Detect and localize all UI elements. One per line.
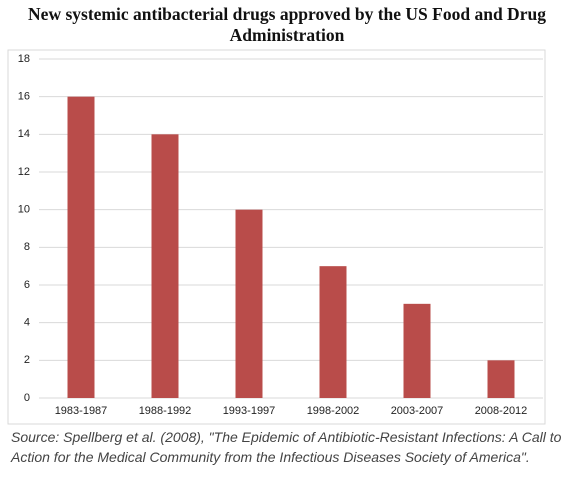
bar xyxy=(487,360,515,398)
x-tick-label: 1988-1992 xyxy=(139,405,192,417)
x-tick-label: 2008-2012 xyxy=(475,405,528,417)
bar xyxy=(319,266,347,398)
y-tick-label: 10 xyxy=(18,204,30,216)
y-tick-label: 2 xyxy=(24,354,30,366)
x-tick-label: 2003-2007 xyxy=(391,405,444,417)
x-tick-label: 1983-1987 xyxy=(55,405,108,417)
chart-frame xyxy=(7,49,546,425)
y-tick-label: 12 xyxy=(18,166,30,178)
chart-title: New systemic antibacterial drugs approve… xyxy=(28,4,546,45)
bar xyxy=(67,96,95,399)
bar xyxy=(403,303,431,398)
source-note: Source: Spellberg et al. (2008), "The Ep… xyxy=(11,429,562,465)
bar xyxy=(235,209,263,398)
bar xyxy=(151,134,179,399)
y-tick-label: 6 xyxy=(24,279,30,291)
x-tick-label: 1998-2002 xyxy=(307,405,360,417)
y-tick-label: 16 xyxy=(18,91,30,103)
x-tick-label: 1993-1997 xyxy=(223,405,276,417)
y-tick-label: 8 xyxy=(24,241,30,253)
y-tick-label: 4 xyxy=(24,317,30,329)
y-tick-label: 18 xyxy=(18,53,30,65)
y-tick-label: 0 xyxy=(24,392,30,404)
y-tick-label: 14 xyxy=(18,128,30,140)
